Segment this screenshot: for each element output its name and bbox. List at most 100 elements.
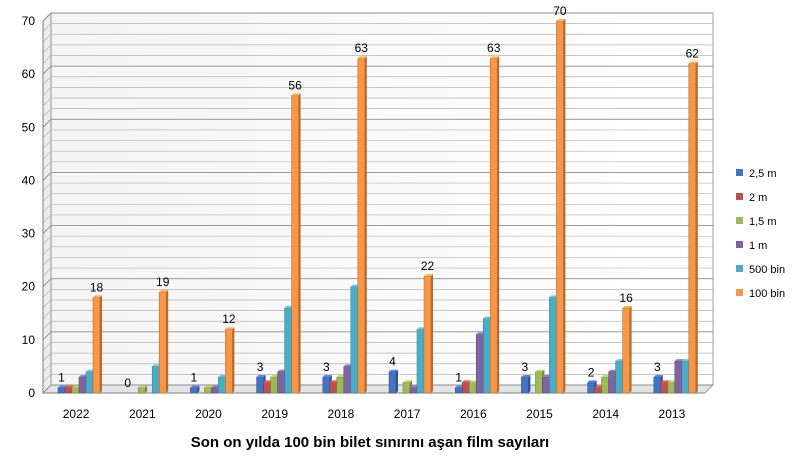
bar-top <box>462 380 472 383</box>
bar-front <box>357 57 366 394</box>
bar <box>190 385 200 394</box>
legend-label: 2,5 m <box>749 168 777 180</box>
legend-item: 1 m <box>736 240 767 252</box>
bar-side <box>396 369 398 393</box>
bar-top <box>403 380 412 383</box>
bar-front <box>336 376 345 394</box>
data-label: 1 <box>58 371 65 385</box>
x-tick-label: 2017 <box>394 407 421 421</box>
bar-top <box>190 385 200 388</box>
bars <box>57 19 698 394</box>
legend-item: 500 bin <box>736 264 785 276</box>
bar <box>423 274 433 394</box>
bar-front <box>92 297 101 394</box>
bar-front <box>622 307 630 394</box>
y-tick-label: 60 <box>22 67 36 81</box>
bar-front <box>521 376 529 394</box>
bar-front <box>660 382 669 394</box>
bar-side <box>298 93 301 394</box>
bar-top <box>204 385 214 388</box>
bar-front <box>322 376 331 394</box>
x-tick-label: 2015 <box>526 407 553 421</box>
y-tick-label: 50 <box>22 120 36 134</box>
bar-top <box>424 274 433 277</box>
x-tick-label: 2016 <box>460 407 487 421</box>
bar-front <box>454 387 463 394</box>
data-label: 3 <box>257 360 264 374</box>
y-tick-label: 20 <box>22 280 36 294</box>
bar-front <box>409 387 418 394</box>
bar-top <box>556 19 566 21</box>
bar <box>137 385 148 394</box>
bar-front <box>688 63 697 394</box>
bar-front <box>158 291 167 394</box>
bar-front <box>475 334 484 394</box>
bar-front <box>71 387 80 394</box>
bar-top <box>225 327 235 330</box>
bar-front <box>190 387 198 394</box>
bar-front <box>284 307 292 394</box>
bar-side <box>100 295 102 393</box>
minor-gridline <box>42 33 713 43</box>
bar <box>158 290 169 394</box>
legend: 2,5 m 2 m 1,5 m 1 m 500 bin 100 bin <box>736 168 785 300</box>
bar-top <box>159 290 169 293</box>
legend-label: 500 bin <box>749 264 785 276</box>
bar-top <box>674 359 684 362</box>
legend-label: 2 m <box>749 192 767 204</box>
bar <box>388 369 398 394</box>
bar-front <box>151 366 160 394</box>
data-label: 1 <box>455 371 462 385</box>
x-tick-label: 2021 <box>129 407 156 421</box>
bar-front <box>343 366 352 394</box>
x-tick-label: 2014 <box>592 407 619 421</box>
bar-top <box>653 375 663 378</box>
bar <box>688 61 698 394</box>
data-label: 3 <box>654 360 661 374</box>
bar-front <box>587 382 595 394</box>
bar-top <box>660 380 670 383</box>
bar-front <box>549 297 557 394</box>
bar-front <box>204 387 212 394</box>
bar-top <box>256 375 266 378</box>
bar-front <box>137 387 146 394</box>
bar-side <box>497 56 500 393</box>
bar-front <box>653 376 662 394</box>
chart-title: Son on yılda 100 bin bilet sınırını aşan… <box>191 434 549 451</box>
bar-top <box>688 61 698 64</box>
y-tick-label: 10 <box>22 333 36 347</box>
y-tick-label: 0 <box>28 386 35 400</box>
bar-top <box>521 375 531 378</box>
bar-front <box>225 328 233 394</box>
data-label: 62 <box>686 47 700 61</box>
bar-side <box>145 385 148 393</box>
bar-side <box>197 385 200 393</box>
bar-top <box>322 375 332 378</box>
minor-gridline <box>42 55 713 64</box>
bar-front <box>64 387 73 394</box>
major-gridline <box>42 12 713 22</box>
legend-item: 100 bin <box>736 288 785 300</box>
bar-front <box>601 376 609 394</box>
x-tick-label: 2020 <box>195 407 222 421</box>
bar <box>556 19 566 394</box>
legend-item: 2,5 m <box>736 168 777 180</box>
bar-top <box>357 56 367 59</box>
bar-front <box>218 376 226 394</box>
legend-label: 1,5 m <box>749 216 777 228</box>
bar-front <box>57 387 66 394</box>
bar-front <box>256 376 264 394</box>
bar-top <box>65 385 74 388</box>
data-label: 63 <box>487 41 501 55</box>
bar-side <box>528 375 531 393</box>
x-tick-label: 2013 <box>659 407 686 421</box>
bar-top <box>138 385 148 388</box>
bar-front <box>402 382 411 394</box>
bar-top <box>490 56 500 59</box>
data-label: 4 <box>389 355 396 369</box>
bar-front <box>291 95 299 394</box>
